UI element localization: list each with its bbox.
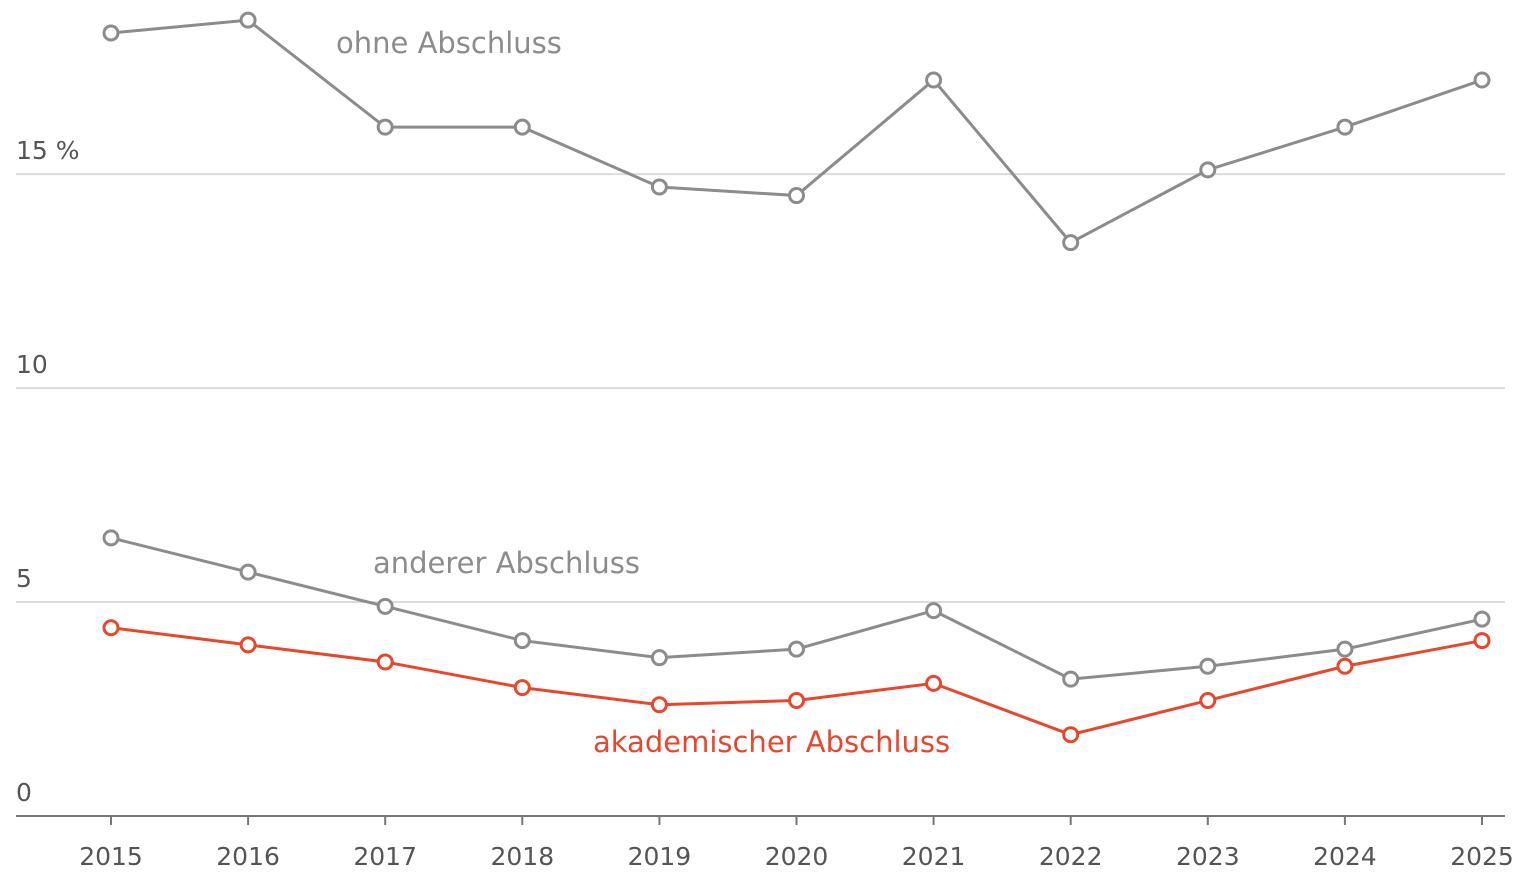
point [650, 696, 668, 714]
point [513, 632, 531, 650]
x-tick-label: 2025 [1450, 842, 1514, 871]
point [1336, 657, 1354, 675]
point [102, 529, 120, 547]
x-tick-label: 2023 [1176, 842, 1240, 871]
y-tick-label: 0 [16, 778, 32, 807]
point [239, 636, 257, 654]
point [788, 691, 805, 709]
point [1199, 691, 1217, 709]
point [376, 597, 394, 615]
point [102, 24, 120, 42]
x-tick-label: 2015 [79, 842, 143, 871]
x-tick-label: 2016 [216, 842, 280, 871]
x-tick-label: 2019 [628, 842, 692, 871]
point [650, 178, 668, 196]
x-tick-label: 2018 [490, 842, 554, 871]
point [239, 563, 257, 581]
point [925, 602, 943, 620]
point [1473, 610, 1491, 628]
series-label: ohne Abschluss [336, 26, 562, 60]
point [1473, 71, 1491, 89]
point [1473, 632, 1491, 650]
point [513, 118, 531, 136]
y-tick-label: 10 [16, 350, 48, 379]
point [1199, 161, 1217, 179]
x-tick-label: 2024 [1313, 842, 1377, 871]
point [1062, 234, 1080, 252]
series-label: akademischer Abschluss [593, 725, 950, 759]
point [376, 118, 394, 136]
series-label: anderer Abschluss [373, 546, 640, 580]
point [376, 653, 394, 671]
line [110, 18, 1483, 245]
point [788, 640, 805, 658]
point [925, 71, 943, 89]
y-tick-label: 15 % [16, 136, 80, 165]
x-tick-label: 2020 [765, 842, 829, 871]
x-tick-label: 2022 [1039, 842, 1103, 871]
x-tick-label: 2021 [902, 842, 966, 871]
point [1199, 657, 1217, 675]
point [1062, 670, 1080, 688]
point [1062, 726, 1080, 744]
point [650, 649, 668, 667]
point [239, 11, 257, 29]
point [513, 679, 531, 697]
line [110, 536, 1483, 681]
y-tick-label: 5 [16, 564, 32, 593]
point [102, 619, 120, 637]
x-tick-label: 2017 [353, 842, 417, 871]
point [925, 674, 943, 692]
point [788, 187, 805, 205]
point [1336, 640, 1354, 658]
point [1336, 118, 1354, 136]
